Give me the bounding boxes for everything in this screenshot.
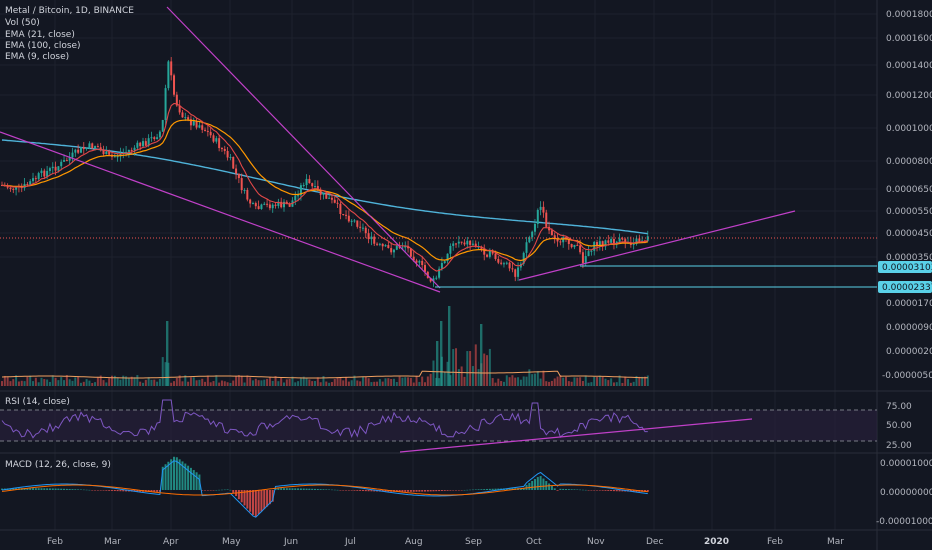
time-tick: Sep xyxy=(465,537,482,547)
time-tick: Mar xyxy=(827,537,844,547)
price-marker-2 xyxy=(878,281,932,293)
indicator-ema21-label[interactable]: EMA (21, close) xyxy=(5,30,75,40)
symbol-title[interactable]: Metal / Bitcoin, 1D, BINANCE xyxy=(5,6,134,16)
ema-100-line xyxy=(1,139,648,235)
volume-tick: 0.00000200 xyxy=(886,347,932,357)
macd-tick: -0.00001000 xyxy=(876,517,932,527)
price-marker-1-label: 0.00003103 xyxy=(882,263,932,273)
price-marker-1 xyxy=(878,261,932,273)
chart-legend[interactable]: Metal / Bitcoin, 1D, BINANCE Vol (50) EM… xyxy=(5,6,134,62)
macd-title[interactable]: MACD (12, 26, close, 9) xyxy=(5,460,111,470)
rsi-tick: 50.00 xyxy=(886,421,912,431)
time-tick: Feb xyxy=(47,537,63,547)
time-tick: Feb xyxy=(767,537,783,547)
volume-tick: -0.00000500 xyxy=(882,371,932,381)
time-tick: Jul xyxy=(344,537,356,547)
rsi-band xyxy=(0,410,877,441)
rsi-line xyxy=(1,399,648,439)
time-tick: Apr xyxy=(163,537,179,547)
ema-9-line xyxy=(1,102,649,272)
time-tick-year: 2020 xyxy=(704,537,729,547)
indicator-ema9-label[interactable]: EMA (9, close) xyxy=(5,52,69,62)
time-tick: Nov xyxy=(587,537,605,547)
time-tick: Mar xyxy=(104,537,121,547)
macd-tick: 0.00001000 xyxy=(880,459,932,469)
time-tick: Aug xyxy=(405,537,423,547)
volume-ma-line xyxy=(1,370,648,379)
time-tick: May xyxy=(222,537,241,547)
macd-tick: 0.00000000 xyxy=(880,488,932,498)
rsi-title[interactable]: RSI (14, close) xyxy=(5,397,70,407)
macd-line xyxy=(1,460,648,518)
indicator-vol-label[interactable]: Vol (50) xyxy=(5,18,40,28)
time-tick: Dec xyxy=(646,537,663,547)
indicator-ema100-label[interactable]: EMA (100, close) xyxy=(5,41,81,51)
time-tick: Oct xyxy=(526,537,542,547)
volume-bars xyxy=(1,306,649,386)
macd-signal-line xyxy=(1,484,648,496)
price-marker-2-label: 0.00002337 xyxy=(882,283,932,293)
rsi-tick: 25.00 xyxy=(886,441,912,451)
time-tick: Jun xyxy=(283,537,298,547)
time-axis[interactable]: Feb Mar Apr May Jun Jul Aug Sep Oct Nov … xyxy=(47,537,844,547)
trend-line-lower[interactable] xyxy=(0,131,441,293)
rsi-tick: 75.00 xyxy=(886,402,912,412)
rsi-trend-line[interactable] xyxy=(399,418,753,453)
grid-lines xyxy=(0,0,877,530)
macd-histogram xyxy=(1,456,649,517)
trend-lines[interactable] xyxy=(0,6,796,293)
trend-line-upper[interactable] xyxy=(166,6,441,289)
trend-line-support[interactable] xyxy=(518,210,796,281)
